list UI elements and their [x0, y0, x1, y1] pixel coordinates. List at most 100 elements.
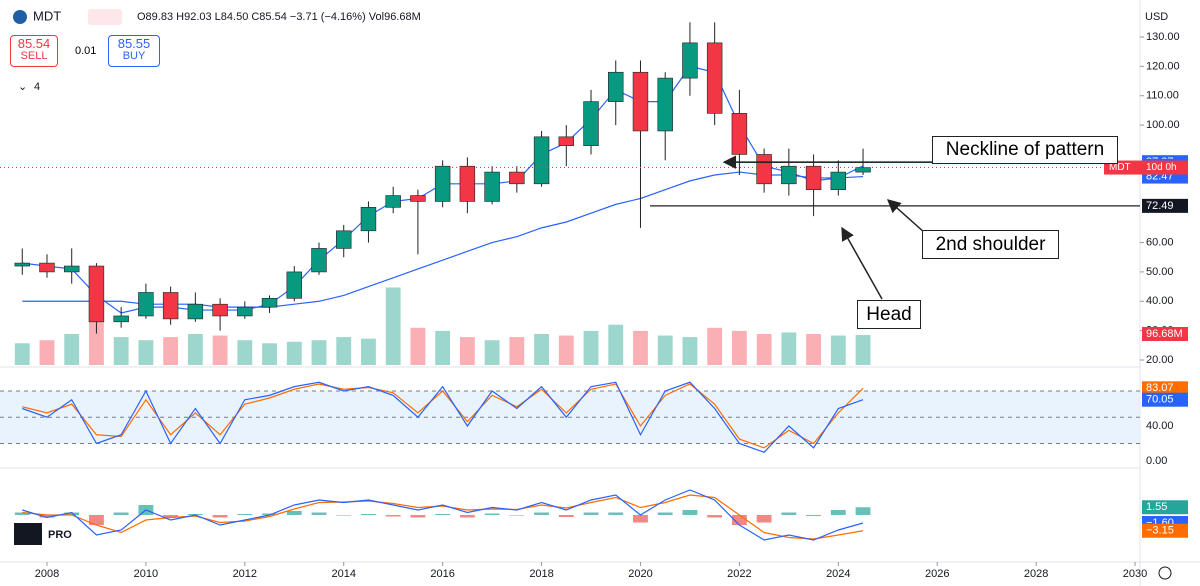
stoch-marker: 70.05 [1146, 394, 1174, 406]
stoch-marker-bg [1142, 381, 1188, 396]
macd-hist [39, 515, 55, 518]
x-tick-label: 2024 [826, 568, 850, 580]
macd-hist [237, 514, 253, 515]
candle-body [162, 292, 179, 320]
x-tick-label: 2026 [925, 568, 949, 580]
candle-body [88, 265, 105, 323]
candle-body [706, 42, 723, 114]
candle-body [360, 207, 377, 232]
volume-bar [89, 321, 104, 365]
macd-hist [558, 515, 574, 517]
sell-label: SELL [20, 50, 48, 62]
macd-hist [583, 512, 599, 515]
macd-hist [633, 515, 648, 523]
macd-hist [682, 510, 698, 515]
macd-hist [361, 514, 376, 515]
countdown: 10d 0h [1146, 162, 1177, 173]
macd-hist [163, 515, 179, 518]
macd-hist [435, 514, 451, 515]
macd-marker-bg [1142, 523, 1188, 538]
y-tick-label: 50.00 [1146, 266, 1174, 278]
y-tick-label: 40.00 [1146, 295, 1174, 307]
candle-body [830, 171, 847, 190]
macd-hist [64, 512, 80, 515]
macd-hist [806, 515, 821, 516]
candle-body [583, 101, 599, 146]
volume-bar [558, 335, 574, 365]
volume-bar [138, 340, 154, 365]
volume-bar [608, 324, 624, 365]
buy-price: 85.55 [117, 36, 151, 51]
symbol: MDT [33, 8, 61, 23]
logo-text: PRO [48, 529, 72, 541]
macd-hist [286, 511, 302, 515]
candle-body [261, 298, 278, 308]
volume-bar [781, 332, 797, 365]
x-tick-label: 2022 [727, 568, 751, 580]
settings-icon[interactable] [1158, 566, 1172, 580]
flag-button[interactable] [88, 9, 122, 25]
arrow [886, 199, 926, 234]
candle-body [138, 292, 154, 317]
volume-bar [633, 330, 648, 365]
volume-bar [583, 330, 599, 365]
volume-bar [756, 334, 772, 365]
volume-bar [806, 334, 821, 365]
chevron[interactable]: ⌄ [18, 81, 27, 93]
macd-hist [459, 515, 475, 518]
macd-hist [113, 512, 129, 515]
annotation: 2nd shoulder [922, 230, 1059, 259]
last-price-bg [1104, 160, 1188, 175]
price-marker-bg [1142, 198, 1188, 213]
volume-bar [262, 343, 277, 365]
volume-bar [336, 337, 352, 365]
spread: 0.01 [75, 45, 97, 57]
macd-marker: −3.15 [1146, 525, 1174, 537]
ma-long [22, 171, 864, 308]
volume-bar [311, 340, 327, 365]
x-tick-label: 2016 [430, 568, 454, 580]
candle-body [212, 303, 228, 317]
candle-body [286, 271, 302, 299]
currency[interactable]: USD [1145, 11, 1168, 23]
macd-hist [410, 515, 426, 518]
volume-bar [459, 337, 475, 365]
volume-bar [212, 335, 228, 365]
last-price-name: MDT [1109, 162, 1131, 173]
macd-hist [484, 513, 500, 515]
y-tick-label: 60.00 [1146, 236, 1174, 248]
candle-body [682, 42, 698, 79]
volume-bar [435, 330, 451, 365]
macd-marker: 1.55 [1146, 501, 1167, 513]
volume-bar [682, 337, 698, 365]
volume-bar [187, 334, 203, 365]
candle-body [855, 167, 871, 173]
buy-button[interactable]: 85.55 BUY [108, 35, 160, 67]
volume-bar [361, 338, 376, 365]
price-marker: 72.49 [1146, 200, 1174, 212]
y-tick-label: 130.00 [1146, 31, 1180, 43]
sell-button[interactable]: 85.54 SELL [10, 35, 58, 67]
stoch-d [22, 383, 864, 449]
candle-body [187, 303, 204, 320]
macd-hist [608, 512, 624, 515]
candle-body [14, 262, 30, 267]
macd-signal [22, 494, 864, 540]
macd-hist [781, 512, 797, 515]
macd-hist [311, 512, 327, 515]
macd-hist [262, 513, 277, 515]
candle-body [558, 136, 575, 146]
y-tick-label: 110.00 [1146, 90, 1179, 102]
macd-hist [336, 515, 352, 516]
macd-hist [89, 515, 104, 525]
x-tick-label: 2028 [1024, 568, 1048, 580]
x-tick-label: 2020 [628, 568, 652, 580]
layers-count[interactable]: 4 [34, 81, 40, 93]
volume-bar [286, 341, 302, 365]
x-tick-label: 2010 [134, 568, 158, 580]
volume-label: 96.68M [1146, 328, 1183, 340]
volume-bar [237, 340, 253, 365]
volume-bar [731, 330, 747, 365]
